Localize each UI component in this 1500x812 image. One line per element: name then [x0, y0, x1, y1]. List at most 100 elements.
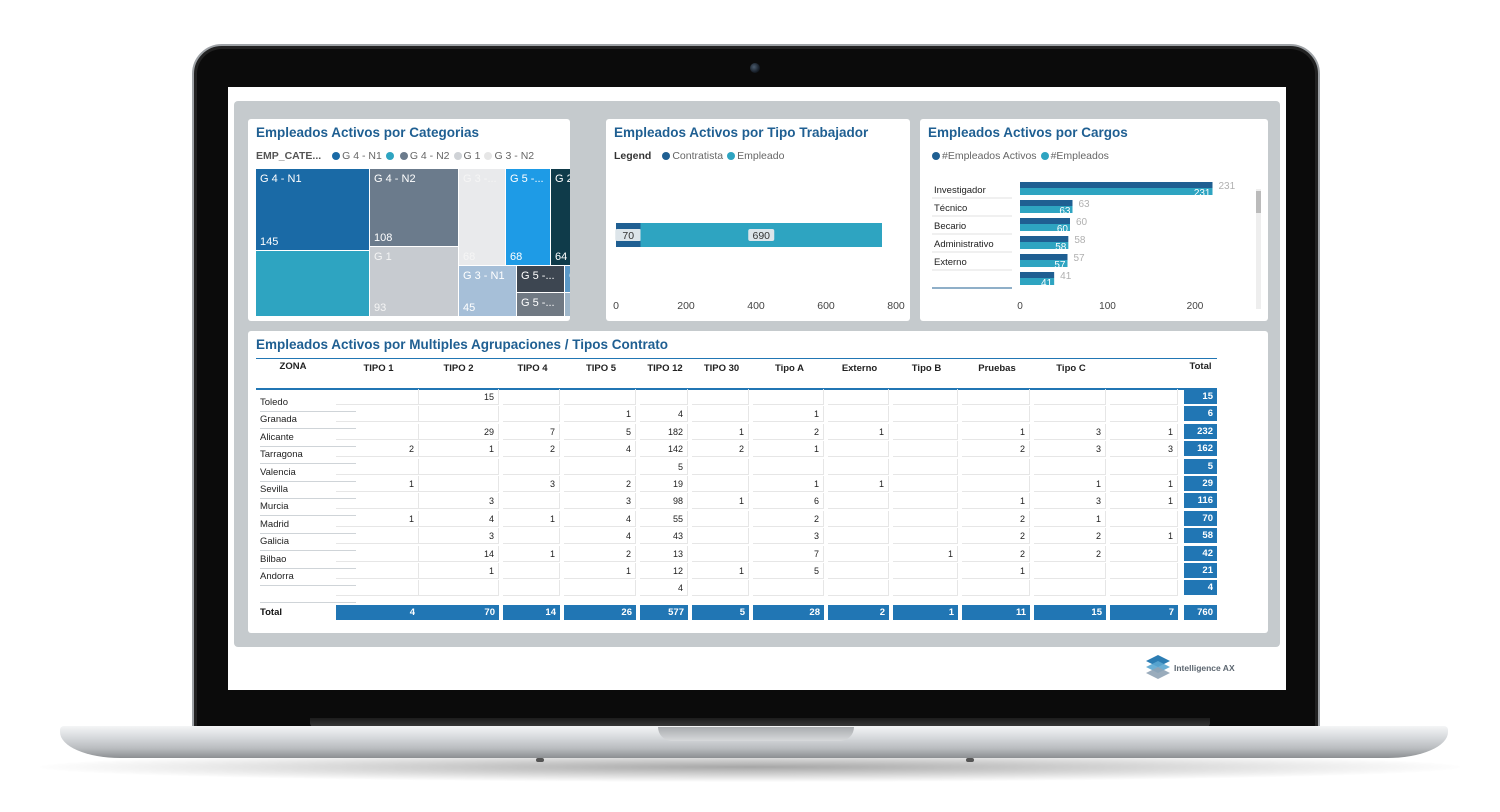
table-cell — [893, 563, 958, 579]
data-label: 41 — [1041, 278, 1053, 289]
zone-label: Alicante — [260, 429, 356, 447]
bar-empleados[interactable] — [1020, 206, 1073, 213]
data-label: 57 — [1054, 260, 1066, 271]
treemap-title: Empleados Activos por Categorias — [256, 125, 480, 140]
table-cell — [692, 476, 749, 492]
tipo-panel[interactable]: Empleados Activos por Tipo Trabajador Le… — [606, 119, 910, 321]
column-header-total[interactable]: Total — [1189, 361, 1212, 372]
column-header[interactable]: TIPO 30 — [703, 363, 740, 374]
bar-empleados-activos[interactable] — [1020, 200, 1073, 206]
table-cell: 2 — [753, 510, 824, 527]
table-cell — [564, 580, 636, 597]
bar-empleados-activos[interactable] — [1020, 218, 1070, 224]
table-cell: 3 — [1034, 441, 1106, 458]
treemap-tile[interactable]: G 4 - N2 108 — [370, 169, 458, 246]
bar-empleados[interactable] — [1020, 224, 1070, 231]
bar-empleados[interactable] — [1020, 188, 1213, 195]
table-cell — [503, 406, 560, 423]
table-cell: 1 — [962, 423, 1030, 440]
table-cell — [692, 389, 749, 405]
table-panel[interactable]: Empleados Activos por Multiples Agrupaci… — [248, 331, 1268, 633]
treemap-tile[interactable]: G 3 - N1 45 — [459, 266, 516, 316]
row-total: 116 — [1184, 493, 1217, 509]
treemap-tile[interactable]: G... — [565, 266, 570, 292]
column-header[interactable]: Pruebas — [978, 363, 1016, 374]
table-cell: 1 — [1034, 476, 1106, 492]
column-header[interactable]: Tipo B — [911, 363, 942, 374]
table-cell — [828, 493, 889, 510]
tile-value: 68 — [510, 251, 523, 263]
cargos-bar-chart[interactable]: Investigador 231 231 Técnico 63 63 Becario 60 60… — [920, 119, 1268, 321]
tipo-bar-chart[interactable]: 70 690 0 200 400 600 800 — [606, 119, 910, 321]
column-header[interactable]: Tipo C — [1056, 363, 1086, 374]
column-total: 577 — [640, 604, 688, 620]
column-header[interactable]: TIPO 4 — [517, 363, 548, 374]
table-cell: 3 — [416, 528, 499, 545]
table-cell: 1 — [564, 563, 636, 579]
table-cell: 1 — [1110, 493, 1178, 510]
bar-empleados-activos[interactable] — [1020, 182, 1213, 188]
data-label-bg — [615, 229, 642, 241]
table-cell — [503, 389, 560, 405]
tipo-legend: Legend Contratista Empleado — [614, 150, 784, 162]
column-header[interactable]: TIPO 2 — [443, 363, 474, 374]
bar-empleados-activos[interactable] — [1020, 254, 1068, 260]
column-header[interactable]: Tipo A — [774, 363, 805, 374]
row-total: 4 — [1184, 580, 1217, 596]
data-label: 63 — [1059, 206, 1071, 217]
treemap-tile[interactable] — [565, 293, 570, 316]
table-cell: 1 — [753, 476, 824, 492]
column-total: 11 — [962, 604, 1030, 620]
treemap-tile[interactable]: G 3 -... 68 — [459, 169, 505, 265]
column-header[interactable]: Externo — [841, 363, 878, 374]
data-label: 60 — [1076, 217, 1088, 228]
total-row-label: Total — [260, 606, 282, 618]
treemap-tile[interactable]: G 5 -... — [517, 293, 564, 316]
column-total: 2 — [828, 604, 889, 620]
table-cell: 2 — [692, 441, 749, 458]
table-cell — [416, 580, 499, 597]
table-cell: 1 — [753, 406, 824, 423]
treemap-panel[interactable]: Empleados Activos por Categorias EMP_CAT… — [248, 119, 570, 321]
table-cell — [336, 580, 419, 597]
column-header[interactable]: TIPO 5 — [585, 363, 617, 374]
table-cell — [336, 545, 419, 562]
bar-empleados[interactable] — [1020, 242, 1069, 249]
treemap-chart[interactable]: G 4 - N1 145 G 4 - N2 108 G 1 93 G 3 -... 68 G 5… — [256, 169, 570, 317]
data-label: 70 — [622, 230, 634, 242]
treemap-tile[interactable]: G 1 93 — [370, 247, 458, 316]
table-cell — [828, 389, 889, 405]
scrollbar-thumb[interactable] — [1256, 191, 1261, 213]
bar-empleados-activos[interactable] — [1020, 236, 1069, 242]
cargos-panel[interactable]: Empleados Activos por Cargos #Empleados … — [920, 119, 1268, 321]
legend-items: Contratista Empleado — [658, 150, 784, 162]
tile-label: G 3 -... — [463, 173, 497, 185]
table-cell: 3 — [1034, 423, 1106, 440]
cargos-title: Empleados Activos por Cargos — [928, 125, 1128, 140]
column-header-zona[interactable]: ZONA — [279, 361, 307, 372]
tile-label: G 5 -... — [521, 270, 555, 282]
column-header[interactable]: TIPO 12 — [647, 363, 683, 374]
legend-swatch — [399, 152, 408, 161]
column-total: 70 — [416, 604, 499, 620]
table-cell — [753, 458, 824, 475]
table-cell — [692, 458, 749, 475]
table-cell: 14 — [416, 545, 499, 562]
treemap-tile[interactable]: G 5 -... — [517, 266, 564, 292]
bar-empleados-activos[interactable] — [1020, 272, 1055, 278]
treemap-tile[interactable] — [256, 251, 369, 316]
scrollbar[interactable] — [1256, 189, 1261, 309]
column-total: 1 — [893, 604, 958, 620]
treemap-tile[interactable]: G 2 64 — [551, 169, 570, 265]
table-cell: 4 — [640, 406, 688, 423]
treemap-tile[interactable]: G 4 - N1 145 — [256, 169, 369, 250]
matrix-table[interactable]: ZONA TIPO 1 TIPO 2 TIPO 4 TIPO 5 TIPO 12 TIPO … — [256, 355, 1266, 625]
table-cell — [1034, 458, 1106, 475]
bar-empleados[interactable] — [1020, 260, 1068, 267]
bar-empleados[interactable] — [1020, 278, 1055, 285]
table-cell: 1 — [828, 476, 889, 492]
table-cell: 1 — [1110, 476, 1178, 492]
table-cell — [640, 389, 688, 405]
treemap-tile[interactable]: G 5 -... 68 — [506, 169, 550, 265]
column-header[interactable]: TIPO 1 — [363, 363, 394, 374]
